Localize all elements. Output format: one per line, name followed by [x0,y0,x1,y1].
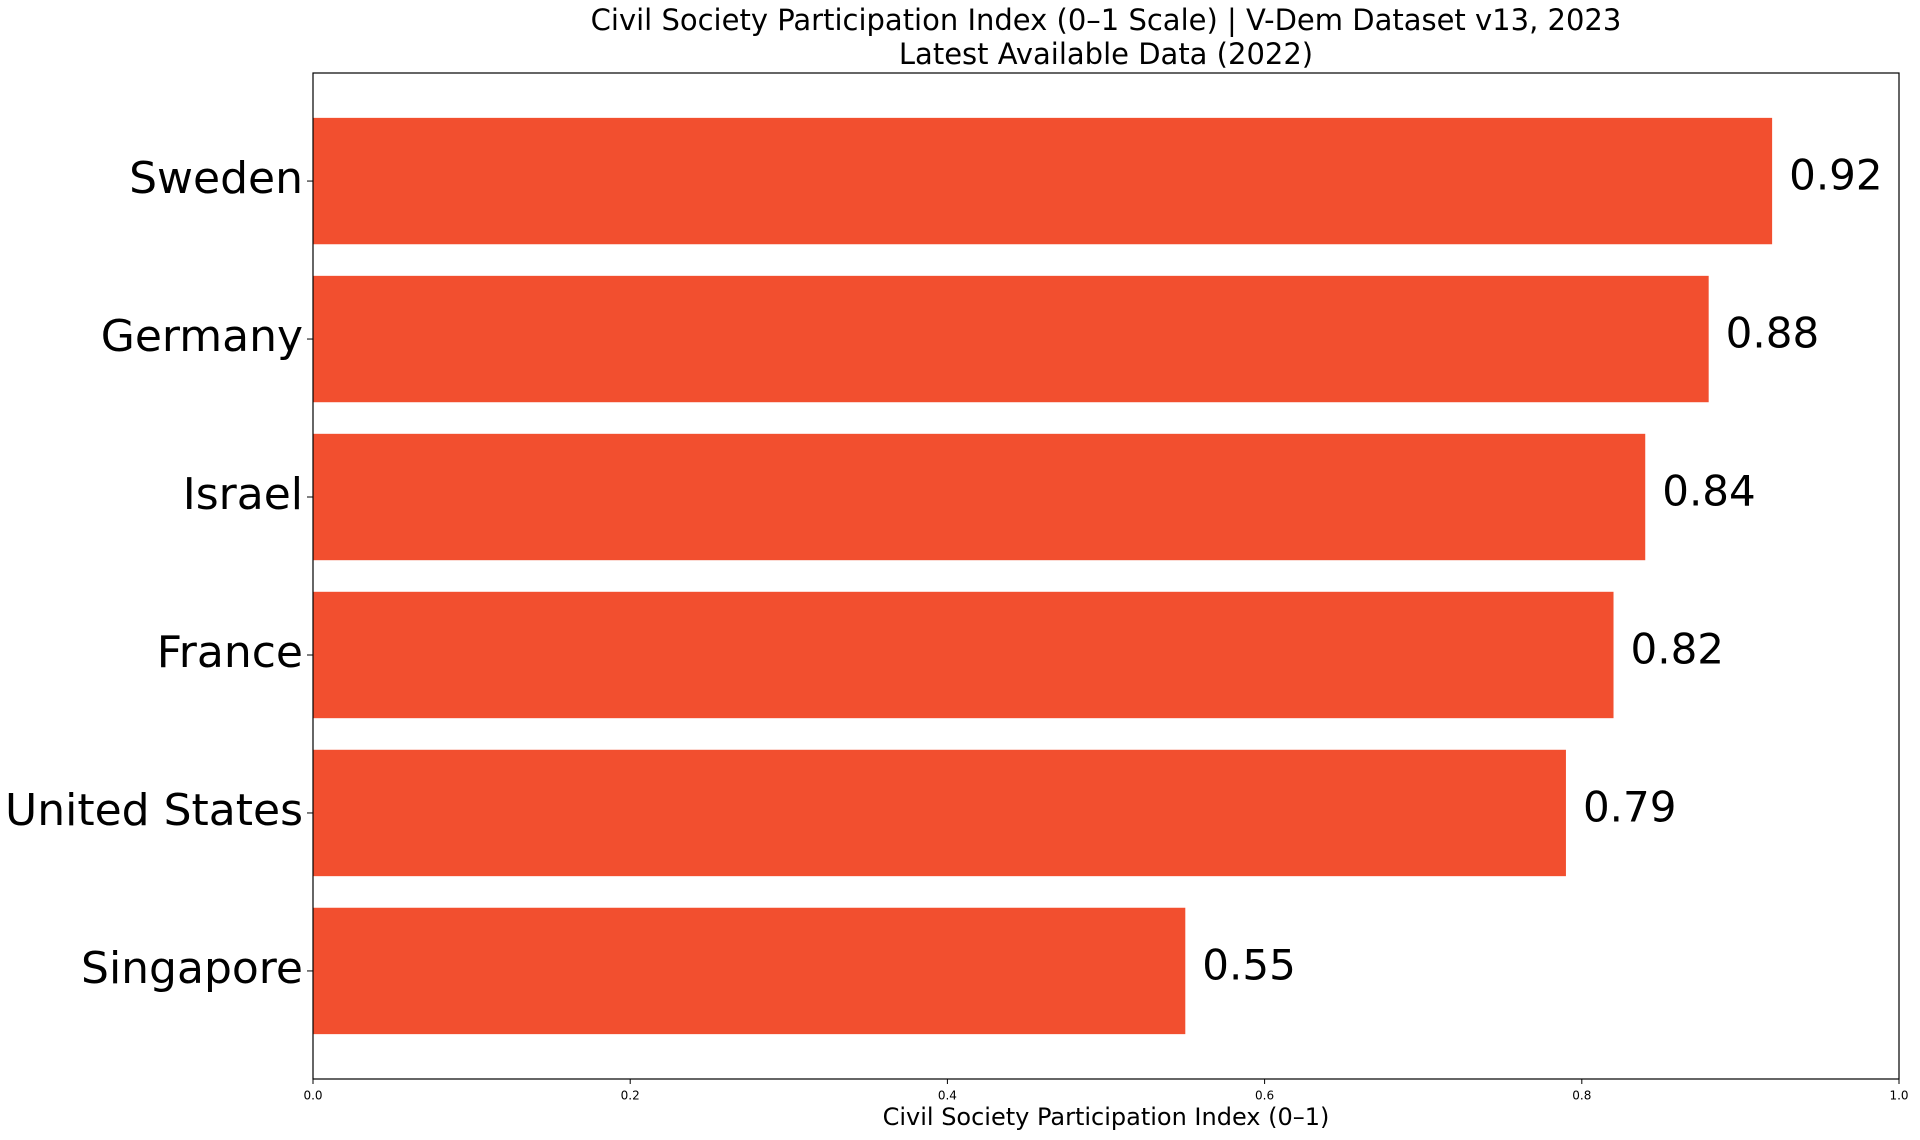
bar [313,433,1646,561]
y-tick-label: Singapore [81,943,303,994]
bar [313,275,1709,403]
plot-frame [312,72,1900,1080]
value-label: 0.79 [1583,782,1677,831]
y-tick-label: France [157,627,303,678]
bar [313,749,1566,877]
bar [313,907,1186,1035]
value-label: 0.84 [1662,467,1756,516]
x-tick-label: 0.2 [621,1089,640,1103]
bar [313,591,1614,719]
x-tick-label: 0.8 [1572,1089,1591,1103]
x-tick-label: 0.6 [1255,1089,1274,1103]
y-tick-label: Sweden [129,153,303,204]
y-tick-label: Israel [183,469,303,520]
x-tick-label: 0.0 [303,1089,322,1103]
value-label: 0.55 [1202,940,1296,989]
value-label: 0.82 [1631,624,1725,673]
chart-subtitle: Latest Available Data (2022) [899,37,1313,71]
x-tick-label: 1.0 [1889,1089,1908,1103]
x-axis-label: Civil Society Participation Index (0–1) [883,1103,1330,1131]
x-tick-label: 0.4 [938,1089,957,1103]
y-tick-label: United States [5,785,303,836]
bar [313,117,1773,245]
y-tick-label: Germany [101,311,303,362]
value-label: 0.88 [1726,309,1820,358]
chart-title: Civil Society Participation Index (0–1 S… [591,3,1622,37]
value-label: 0.92 [1789,151,1883,200]
